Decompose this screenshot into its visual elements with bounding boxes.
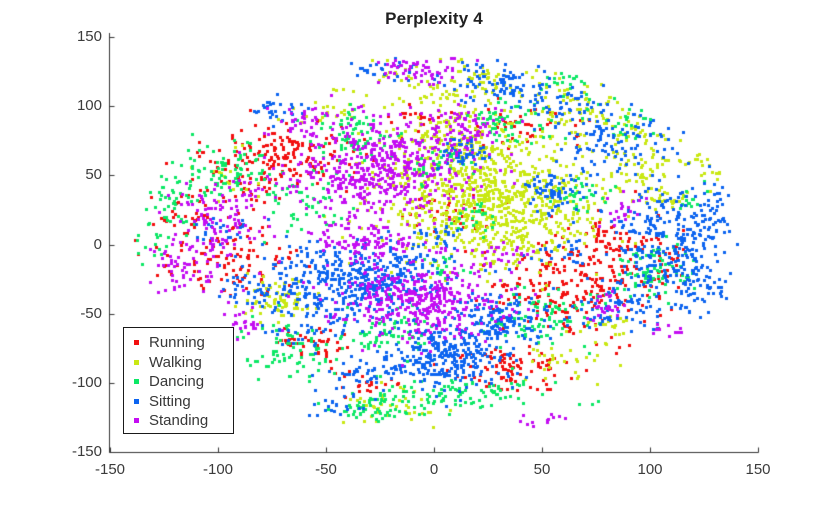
- y-tick-label: 50: [85, 166, 102, 184]
- standing-marker-icon: [134, 418, 139, 424]
- x-tick-label: 150: [745, 461, 771, 478]
- legend-label-sitting: Sitting: [149, 392, 191, 410]
- legend-label-standing: Standing: [149, 412, 209, 430]
- x-tick-label: 0: [429, 461, 439, 478]
- dancing-marker-icon: [134, 379, 139, 385]
- y-tick-label: -50: [80, 304, 102, 322]
- legend-item-standing: Standing: [134, 411, 233, 431]
- legend-item-walking: Walking: [134, 353, 233, 373]
- y-tick-label: 150: [76, 28, 102, 45]
- x-tick-label: -50: [315, 461, 337, 478]
- chart-title: Perplexity 4: [385, 9, 483, 28]
- y-tick-label: 0: [93, 235, 102, 253]
- x-tick-label: -150: [94, 461, 126, 478]
- sitting-marker-icon: [134, 398, 139, 404]
- x-tick-label: -100: [202, 461, 234, 478]
- y-tick-label: -150: [71, 443, 102, 460]
- walking-marker-icon: [134, 359, 139, 365]
- y-tick-label: 100: [76, 97, 102, 115]
- legend-box: Running Walking Dancing Sitting Standing: [123, 327, 234, 434]
- x-tick-label: 100: [637, 461, 663, 478]
- y-tick-label: -100: [71, 373, 102, 391]
- running-marker-icon: [134, 340, 139, 346]
- legend-item-dancing: Dancing: [134, 372, 233, 392]
- legend-item-sitting: Sitting: [134, 392, 233, 412]
- legend-label-running: Running: [149, 334, 205, 352]
- legend-label-walking: Walking: [149, 353, 202, 371]
- legend-label-dancing: Dancing: [149, 373, 205, 391]
- x-tick-label: 50: [533, 461, 551, 478]
- legend-item-running: Running: [134, 333, 233, 353]
